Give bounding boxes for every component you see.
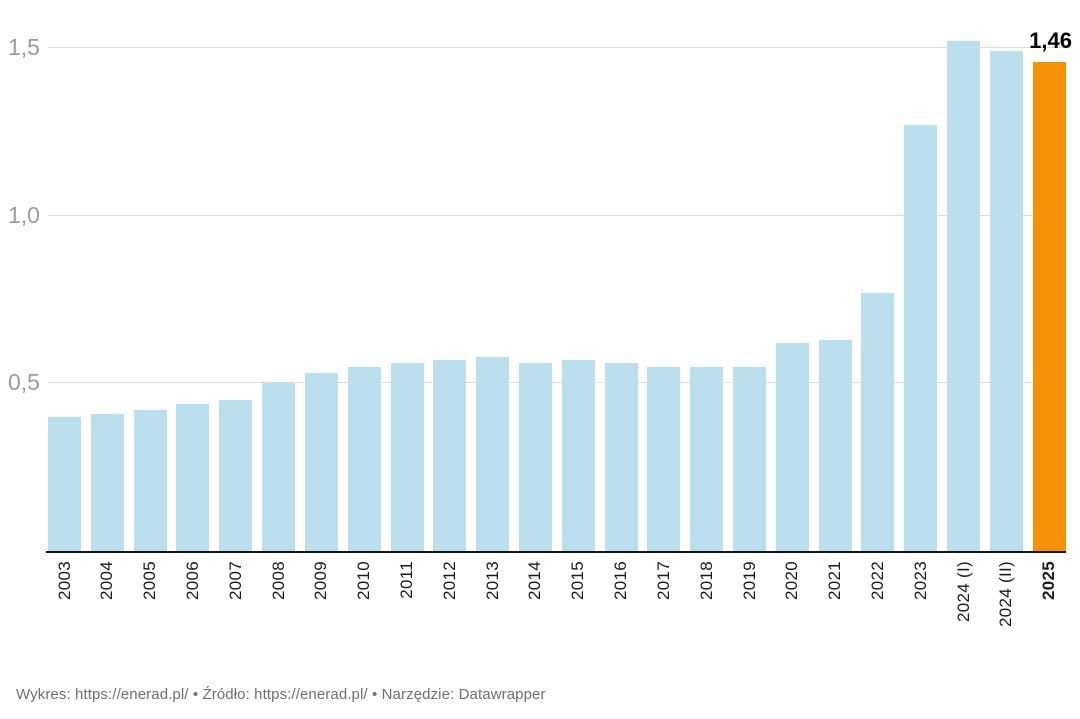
x-tick-2009: 2009 bbox=[305, 561, 338, 663]
x-tick-label: 2025 bbox=[1039, 561, 1059, 601]
bar-2020[interactable] bbox=[775, 343, 809, 551]
x-tick-label: 2017 bbox=[653, 561, 673, 601]
x-tick-label: 2008 bbox=[268, 561, 288, 601]
bar-2021[interactable] bbox=[818, 339, 852, 551]
x-tick-2014: 2014 bbox=[519, 561, 552, 663]
x-tick-2008: 2008 bbox=[262, 561, 295, 663]
x-tick-2021: 2021 bbox=[819, 561, 852, 663]
y-tick-label: 1,0 bbox=[8, 201, 40, 228]
x-tick-label: 2015 bbox=[568, 561, 588, 601]
x-tick-label: 2019 bbox=[739, 561, 759, 601]
bar-2003[interactable] bbox=[48, 416, 81, 551]
x-tick-2017: 2017 bbox=[647, 561, 680, 663]
x-tick-label: 2006 bbox=[182, 561, 202, 601]
bar-2023[interactable] bbox=[904, 125, 938, 551]
x-tick-2023: 2023 bbox=[904, 561, 937, 663]
bar-2011[interactable] bbox=[390, 363, 424, 551]
x-tick-2004: 2004 bbox=[91, 561, 124, 663]
x-tick-2013: 2013 bbox=[476, 561, 509, 663]
x-tick-label: 2022 bbox=[867, 561, 887, 601]
x-tick-2012: 2012 bbox=[433, 561, 466, 663]
x-tick-2018: 2018 bbox=[690, 561, 723, 663]
x-tick-2025: 2025 bbox=[1033, 561, 1066, 663]
x-tick-label: 2012 bbox=[439, 561, 459, 601]
bar-2016[interactable] bbox=[604, 363, 638, 551]
bar-2013[interactable] bbox=[476, 356, 510, 551]
bar-2024-I-[interactable] bbox=[947, 41, 981, 551]
bar-2015[interactable] bbox=[561, 359, 595, 551]
bar-2018[interactable] bbox=[690, 366, 724, 551]
footer-tool-link[interactable]: Datawrapper bbox=[458, 686, 546, 703]
x-tick-label: 2013 bbox=[482, 561, 502, 601]
gridline-1,5 bbox=[48, 47, 1066, 49]
footer-chart-label: Wykres: bbox=[16, 686, 71, 703]
bar-2010[interactable] bbox=[347, 366, 381, 551]
plot-area: 1,46 bbox=[46, 0, 1072, 553]
x-axis-line bbox=[46, 551, 1066, 553]
x-tick-label: 2018 bbox=[696, 561, 716, 601]
y-tick-label: 1,5 bbox=[8, 34, 40, 61]
footer-source-link[interactable]: https://enerad.pl/ bbox=[254, 686, 368, 703]
x-tick-label: 2016 bbox=[611, 561, 631, 601]
x-tick-label: 2004 bbox=[97, 561, 117, 601]
x-tick-label: 2007 bbox=[225, 561, 245, 601]
x-tick-2022: 2022 bbox=[861, 561, 894, 663]
x-tick-2003: 2003 bbox=[48, 561, 81, 663]
bar-2019[interactable] bbox=[733, 366, 766, 551]
bar-2024-II-[interactable] bbox=[989, 51, 1023, 551]
x-tick-label: 2014 bbox=[525, 561, 545, 601]
bar-2004[interactable] bbox=[90, 413, 124, 551]
x-tick-2024-II-: 2024 (II) bbox=[990, 561, 1023, 663]
value-label: 1,46 bbox=[1029, 28, 1072, 54]
x-tick-2019: 2019 bbox=[733, 561, 766, 663]
bars-row bbox=[48, 0, 1066, 551]
y-tick-label: 0,5 bbox=[8, 369, 40, 396]
footer-chart-link[interactable]: https://enerad.pl/ bbox=[75, 686, 189, 703]
x-tick-2016: 2016 bbox=[605, 561, 638, 663]
x-tick-label: 2024 (II) bbox=[996, 561, 1016, 628]
x-tick-2007: 2007 bbox=[219, 561, 252, 663]
bar-2017[interactable] bbox=[647, 366, 681, 551]
x-tick-2015: 2015 bbox=[562, 561, 595, 663]
y-axis: 0,5 1,0 1,5 bbox=[8, 34, 40, 396]
footer-attribution: Wykres: https://enerad.pl/ • Źródło: htt… bbox=[16, 686, 546, 703]
bar-2007[interactable] bbox=[219, 400, 253, 551]
x-axis: 2003 2004 2005 2006 2007 2008 2009 2010 2011 2012… bbox=[48, 561, 1066, 663]
gridline-0,5 bbox=[48, 382, 1066, 384]
x-tick-label: 2020 bbox=[782, 561, 802, 601]
x-tick-label: 2009 bbox=[311, 561, 331, 601]
bar-2025[interactable] bbox=[1032, 61, 1066, 551]
x-tick-label: 2005 bbox=[140, 561, 160, 601]
x-tick-2006: 2006 bbox=[176, 561, 209, 663]
x-tick-label: 2021 bbox=[825, 561, 845, 601]
x-tick-2020: 2020 bbox=[776, 561, 809, 663]
footer-tool-label: Narzędzie: bbox=[381, 686, 455, 703]
bar-2005[interactable] bbox=[133, 410, 167, 551]
footer-separator: • bbox=[192, 686, 199, 703]
x-tick-label: 2011 bbox=[397, 561, 416, 599]
bar-2008[interactable] bbox=[262, 383, 296, 551]
x-tick-label: 2024 (I) bbox=[953, 561, 973, 622]
x-tick-label: 2023 bbox=[910, 561, 930, 601]
bar-2006[interactable] bbox=[176, 403, 210, 551]
gridline-1,0 bbox=[48, 214, 1066, 216]
x-tick-2024-I-: 2024 (I) bbox=[947, 561, 980, 663]
x-tick-2011: 2011 bbox=[391, 561, 424, 663]
bar-2012[interactable] bbox=[433, 359, 467, 551]
x-tick-label: 2010 bbox=[354, 561, 374, 601]
x-tick-2005: 2005 bbox=[134, 561, 167, 663]
x-tick-label: 2003 bbox=[54, 561, 74, 601]
bar-2009[interactable] bbox=[304, 373, 338, 551]
x-tick-2010: 2010 bbox=[348, 561, 381, 663]
footer-separator: • bbox=[371, 686, 378, 703]
bar-2014[interactable] bbox=[518, 363, 552, 551]
footer-source-label: Źródło: bbox=[202, 686, 250, 703]
bar-2022[interactable] bbox=[861, 292, 895, 551]
